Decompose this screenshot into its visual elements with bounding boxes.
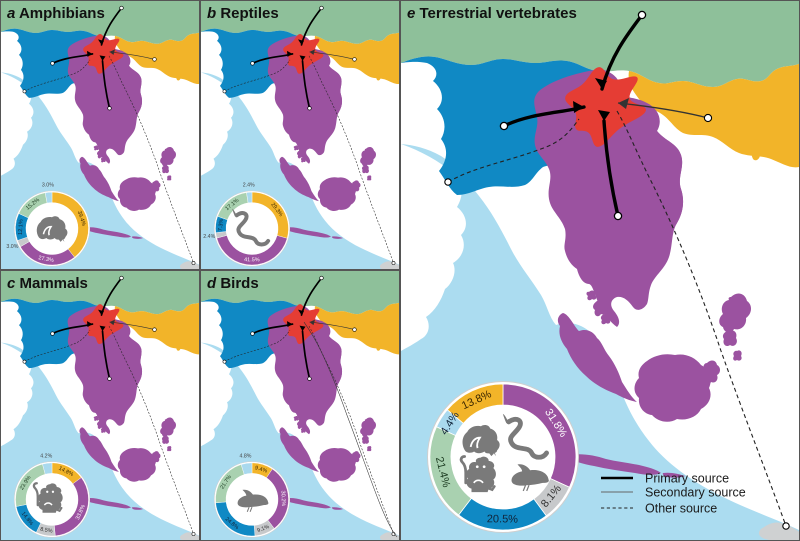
svg-text:Primary source: Primary source: [645, 472, 729, 486]
svg-text:Other source: Other source: [645, 502, 717, 516]
svg-text:Secondary source: Secondary source: [645, 486, 746, 500]
